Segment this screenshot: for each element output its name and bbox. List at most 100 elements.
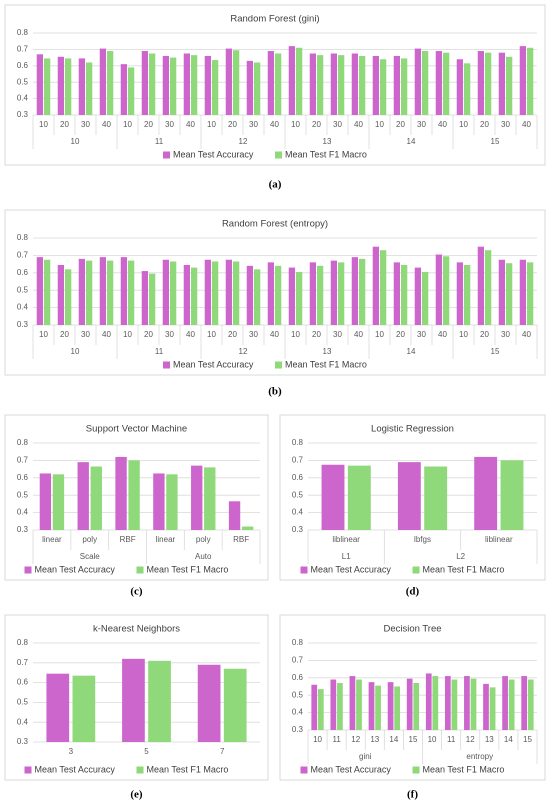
- y-tick-label: 0.8: [17, 28, 29, 37]
- bar: [519, 46, 527, 116]
- x-tick-label: 3: [69, 747, 74, 756]
- x-tick-label: 20: [396, 120, 405, 129]
- bar: [128, 460, 140, 530]
- y-tick-label: 0.3: [17, 525, 29, 534]
- bar: [77, 462, 89, 530]
- legend-swatch: [300, 566, 308, 574]
- x-tick-label: 20: [480, 330, 489, 339]
- group-label: 13: [323, 137, 332, 146]
- bar: [288, 46, 296, 116]
- bar: [505, 56, 513, 115]
- x-tick-label: 10: [313, 735, 322, 744]
- x-tick-label: 30: [333, 120, 342, 129]
- bar: [393, 55, 401, 115]
- bar: [162, 55, 170, 115]
- bar: [190, 55, 198, 115]
- bar: [400, 264, 408, 325]
- bar: [508, 679, 515, 730]
- y-tick-label: 0.5: [17, 77, 29, 86]
- bar: [223, 668, 247, 742]
- bar: [425, 673, 432, 730]
- bar: [153, 473, 165, 530]
- x-tick-label: 30: [165, 330, 174, 339]
- bar: [169, 261, 177, 325]
- x-tick-label: 10: [123, 120, 132, 129]
- x-tick-label: 40: [438, 120, 447, 129]
- x-tick-label: 20: [312, 120, 321, 129]
- y-tick-label: 0.4: [292, 708, 304, 717]
- legend-swatch: [300, 766, 308, 774]
- bar: [183, 264, 191, 325]
- x-tick-label: 10: [459, 120, 468, 129]
- bar: [470, 678, 477, 730]
- bar: [330, 679, 337, 730]
- legend-label: Mean Test F1 Macro: [423, 764, 505, 774]
- y-tick-label: 0.6: [292, 473, 304, 482]
- bar: [432, 676, 439, 730]
- bar: [162, 259, 170, 325]
- legend-label: Mean Test F1 Macro: [285, 359, 367, 369]
- x-tick-label: 12: [466, 735, 475, 744]
- bar: [349, 676, 356, 730]
- x-tick-label: 10: [39, 120, 48, 129]
- x-tick-label: RBF: [120, 535, 136, 544]
- legend-label: Mean Test Accuracy: [311, 764, 392, 774]
- x-tick-label: 40: [354, 330, 363, 339]
- bar: [204, 259, 212, 325]
- x-tick-label: 10: [375, 120, 384, 129]
- y-tick-label: 0.8: [17, 233, 29, 242]
- legend-swatch: [275, 151, 282, 159]
- chart-title: Random Forest (entropy): [222, 219, 328, 230]
- x-tick-label: 10: [207, 120, 216, 129]
- bar: [424, 466, 448, 530]
- bar: [122, 658, 145, 742]
- x-tick-label: 40: [102, 120, 111, 129]
- bar: [500, 460, 524, 530]
- bar: [321, 464, 345, 530]
- chart-title: Random Forest (gini): [230, 14, 319, 25]
- group-label: entropy: [466, 752, 493, 761]
- bar: [57, 56, 65, 115]
- y-tick-label: 0.3: [292, 525, 304, 534]
- x-tick-label: 10: [39, 330, 48, 339]
- bar: [351, 257, 359, 325]
- bar: [204, 467, 216, 530]
- x-tick-label: poly: [196, 535, 211, 544]
- x-tick-label: 30: [81, 120, 90, 129]
- x-tick-label: 40: [438, 330, 447, 339]
- x-tick-label: 40: [186, 120, 195, 129]
- bar: [85, 62, 93, 115]
- x-tick-label: liblinear: [485, 535, 513, 544]
- bar: [246, 60, 254, 115]
- bar: [90, 466, 102, 530]
- legend-swatch: [24, 766, 32, 774]
- bar: [197, 664, 221, 742]
- bar: [387, 682, 394, 730]
- y-tick-label: 0.6: [17, 678, 29, 687]
- legend-swatch: [163, 361, 170, 369]
- bar: [421, 271, 429, 325]
- bar: [311, 684, 318, 730]
- legend-swatch: [163, 151, 170, 159]
- caption: (c): [130, 586, 143, 598]
- bar: [232, 261, 240, 325]
- x-tick-label: 7: [220, 747, 225, 756]
- y-tick-label: 0.6: [17, 61, 29, 70]
- x-tick-label: RBF: [233, 535, 249, 544]
- legend-label: Mean Test F1 Macro: [147, 764, 229, 774]
- caption: (b): [268, 386, 282, 398]
- legend-swatch: [275, 361, 282, 369]
- bar: [379, 59, 387, 115]
- bar: [435, 51, 443, 115]
- caption: (e): [130, 789, 143, 801]
- caption: (d): [406, 586, 420, 598]
- bar: [57, 264, 65, 325]
- y-tick-label: 0.6: [292, 673, 304, 682]
- bar: [413, 683, 420, 730]
- x-tick-label: 5: [144, 747, 149, 756]
- bar: [190, 267, 198, 325]
- bar: [444, 676, 451, 730]
- bar: [397, 462, 421, 530]
- bar: [85, 260, 93, 325]
- y-tick-label: 0.7: [17, 456, 29, 465]
